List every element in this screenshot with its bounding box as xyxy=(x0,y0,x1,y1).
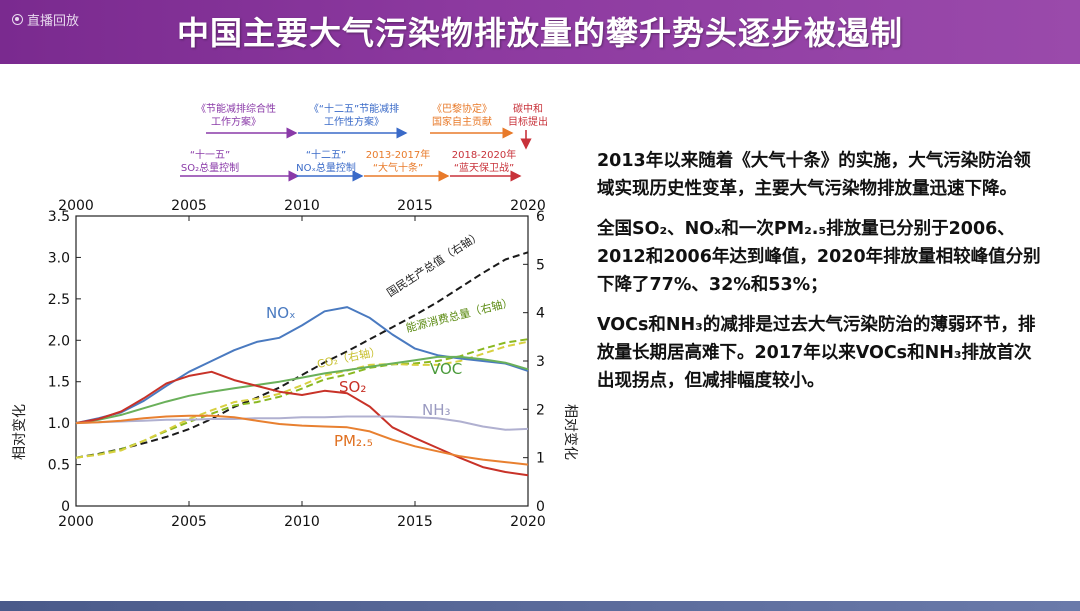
y-left-tick-label: 3.5 xyxy=(48,209,70,225)
policy-label-paris-line2: 国家自主贡献 xyxy=(432,115,492,128)
summary-paragraph-3: VOCs和NH₃的减排是过去大气污染防治的薄弱环节，排放量长期居高难下。2017… xyxy=(597,315,1036,391)
y-axis-left-title: 相对变化 xyxy=(12,404,28,460)
policy-label-bluesky-line1: 2018-2020年 xyxy=(452,148,517,161)
y-left-tick-label: 1.0 xyxy=(48,416,70,432)
series-label-5: SO₂ xyxy=(339,378,366,396)
series-line-0 xyxy=(75,251,529,459)
series-label-1: 能源消费总量（右轴） xyxy=(404,295,514,335)
x-tick-label-bottom: 2010 xyxy=(284,514,320,530)
chart-series xyxy=(75,251,529,477)
policy-label-paris-line1: 《巴黎协定》 xyxy=(432,102,492,115)
policy-label-tenmeasures-line2: “大气十条” xyxy=(373,161,423,174)
policy-label-nox-line1: “十二五” xyxy=(306,148,346,161)
x-tick-label-bottom: 2005 xyxy=(171,514,207,530)
y-left-tick-label: 2.0 xyxy=(48,333,70,349)
title-banner: 直播回放 中国主要大气污染物排放量的攀升势头逐步被遏制 xyxy=(0,0,1080,64)
series-line-7 xyxy=(75,414,529,466)
y-right-tick-label: 1 xyxy=(536,451,545,467)
series-line-4 xyxy=(75,355,529,425)
policy-label-carbon-line1: 碳中和 xyxy=(513,102,543,115)
policy-label-12th-line2: 工作性方案》 xyxy=(324,115,384,128)
bottom-bar xyxy=(0,601,1080,611)
policy-label-tenmeasures-line1: 2013-2017年 xyxy=(366,148,431,161)
policy-label-12th-line1: 《“十二五”节能减排 xyxy=(309,102,399,115)
policy-label-nox-line2: NOₓ总量控制 xyxy=(296,161,356,174)
y-left-tick-label: 1.5 xyxy=(48,375,70,391)
series-label-0: 国民生产总值（右轴） xyxy=(384,228,484,300)
y-right-tick-label: 0 xyxy=(536,499,545,515)
x-tick-label-top: 2005 xyxy=(171,198,207,214)
summary-paragraph-1: 2013年以来随着《大气十条》的实施，大气污染防治领域实现历史性变革，主要大气污… xyxy=(597,151,1031,199)
policy-label-bluesky-line2: “蓝天保卫战” xyxy=(454,161,514,174)
replay-badge[interactable]: 直播回放 xyxy=(12,10,79,29)
x-tick-label-top: 2000 xyxy=(58,198,94,214)
y-right-tick-label: 6 xyxy=(536,209,545,225)
chart-axes: 2000200020052005201020102015201520202020… xyxy=(48,198,546,530)
y-right-tick-label: 3 xyxy=(536,354,545,370)
replay-label: 直播回放 xyxy=(27,14,80,29)
series-line-6 xyxy=(75,415,529,431)
policy-label-carbon-line2: 目标提出 xyxy=(508,115,548,128)
x-tick-label-bottom: 2015 xyxy=(397,514,433,530)
policy-label-jieneng-line2: 工作方案》 xyxy=(211,115,261,128)
series-label-6: NH₃ xyxy=(422,401,451,419)
y-left-tick-label: 2.5 xyxy=(48,292,70,308)
series-line-2 xyxy=(75,340,529,459)
page-title: 中国主要大气污染物排放量的攀升势头逐步被遏制 xyxy=(176,14,903,52)
emissions-chart: 《节能减排综合性 工作方案》 《“十二五”节能减排 工作性方案》 《巴黎协定》 … xyxy=(0,92,590,542)
summary-paragraph-2: 全国SO₂、NOₓ和一次PM₂.₅排放量已分别于2006、2012和2006年达… xyxy=(597,219,1041,295)
policy-label-so2-line1: “十一五” xyxy=(190,148,230,161)
policy-timeline: 《节能减排综合性 工作方案》 《“十二五”节能减排 工作性方案》 《巴黎协定》 … xyxy=(180,102,548,182)
y-right-tick-label: 4 xyxy=(536,306,545,322)
series-label-4: VOC xyxy=(430,360,462,378)
policy-label-jieneng-line1: 《节能减排综合性 xyxy=(196,102,276,115)
summary-text: 2013年以来随着《大气十条》的实施，大气污染防治领域实现历史性变革，主要大气污… xyxy=(597,147,1047,407)
x-tick-label-top: 2020 xyxy=(510,198,546,214)
series-label-3: NOₓ xyxy=(266,304,296,322)
y-right-tick-label: 5 xyxy=(536,257,545,273)
y-axis-right-title: 相对变化 xyxy=(562,404,578,460)
x-tick-label-bottom: 2000 xyxy=(58,514,94,530)
x-tick-label-top: 2010 xyxy=(284,198,320,214)
series-label-7: PM₂.₅ xyxy=(334,432,373,450)
policy-label-so2-line2: SO₂总量控制 xyxy=(181,161,239,174)
x-tick-label-top: 2015 xyxy=(397,198,433,214)
emissions-chart-svg: 《节能减排综合性 工作方案》 《“十二五”节能减排 工作性方案》 《巴黎协定》 … xyxy=(12,102,578,530)
series-line-5 xyxy=(75,370,529,477)
y-right-tick-label: 2 xyxy=(536,402,545,418)
y-left-tick-label: 3.0 xyxy=(48,250,70,266)
y-left-tick-label: 0.5 xyxy=(48,458,70,474)
x-tick-label-bottom: 2020 xyxy=(510,514,546,530)
replay-icon xyxy=(12,14,23,25)
y-left-tick-label: 0 xyxy=(61,499,70,515)
